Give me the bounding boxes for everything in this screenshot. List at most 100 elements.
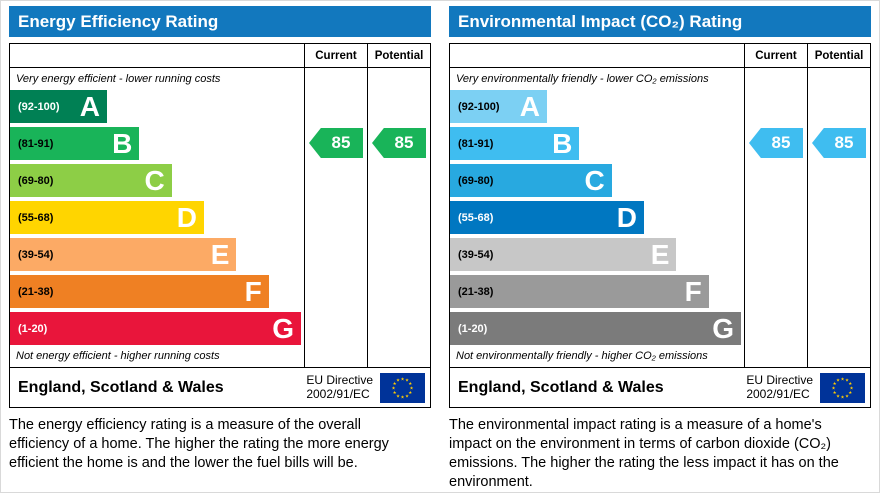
- band-e-letter: E: [210, 238, 230, 270]
- eu-directive-line2: 2002/91/EC: [746, 386, 810, 401]
- band-b-row: (81-91) B: [450, 125, 744, 162]
- bottom-note: Not environmentally friendly - higher CO…: [456, 350, 708, 362]
- band-g-row: (1-20) G: [10, 310, 304, 347]
- band-c-letter: C: [144, 164, 165, 196]
- svg-text:★: ★: [833, 381, 837, 387]
- panel-title-bar: Environmental Impact (CO₂) Rating: [449, 6, 871, 37]
- svg-text:★: ★: [845, 393, 849, 399]
- svg-text:★: ★: [848, 381, 852, 387]
- svg-text:★: ★: [393, 381, 397, 387]
- band-g-letter: G: [272, 312, 295, 344]
- svg-text:★: ★: [393, 390, 397, 396]
- band-e-bar: (39-54) E: [10, 238, 237, 271]
- band-e-bar: (39-54) E: [450, 238, 677, 271]
- band-a-range: (92-100): [18, 100, 60, 113]
- band-a-range: (92-100): [458, 100, 500, 113]
- band-b-letter: B: [112, 127, 133, 159]
- band-c-range: (69-80): [458, 174, 494, 187]
- potential-column: 85: [807, 68, 870, 367]
- band-c-range: (69-80): [18, 174, 54, 187]
- panel-title: Energy Efficiency Rating: [18, 11, 219, 31]
- band-a-letter: A: [519, 90, 541, 122]
- band-d-row: (55-68) D: [10, 199, 304, 236]
- svg-text:★: ★: [845, 377, 849, 383]
- svg-text:★: ★: [396, 377, 400, 383]
- svg-text:★: ★: [409, 385, 413, 391]
- top-note: Very energy efficient - lower running co…: [16, 73, 221, 85]
- svg-text:★: ★: [405, 393, 409, 399]
- band-g-range: (1-20): [18, 322, 48, 335]
- band-b-range: (81-91): [18, 137, 54, 150]
- svg-text:★: ★: [840, 376, 844, 382]
- svg-text:★: ★: [836, 377, 840, 383]
- eu-directive-label: EU Directive 2002/91/EC: [306, 373, 373, 402]
- band-f-letter: F: [684, 275, 702, 307]
- svg-text:★: ★: [408, 390, 412, 396]
- chart-footer: England, Scotland & Wales EU Directive 2…: [10, 367, 430, 407]
- energy-rating-chart: Current Potential Very energy efficient …: [9, 43, 431, 408]
- band-d-row: (55-68) D: [450, 199, 744, 236]
- environmental-impact-panel: Environmental Impact (CO₂) Rating Curren…: [449, 6, 871, 492]
- svg-text:★: ★: [391, 385, 395, 391]
- band-c-bar: (69-80) C: [10, 164, 172, 197]
- band-d-range: (55-68): [18, 211, 54, 224]
- eu-flag-icon: ★ ★★ ★★★ ★★★ ★★★: [820, 372, 865, 403]
- band-g-row: (1-20) G: [450, 310, 744, 347]
- panel-title: Environmental Impact (CO₂) Rating: [458, 11, 743, 31]
- band-b-bar: (81-91) B: [10, 127, 140, 160]
- panel-title-bar: Energy Efficiency Rating: [9, 6, 431, 37]
- current-column-header: Current: [744, 44, 807, 68]
- band-f-range: (21-38): [18, 285, 54, 298]
- band-a-row: (92-100) A: [10, 88, 304, 125]
- band-e-row: (39-54) E: [10, 236, 304, 273]
- band-a-bar: (92-100) A: [10, 90, 108, 123]
- band-d-range: (55-68): [458, 211, 494, 224]
- current-column-header: Current: [304, 44, 367, 68]
- svg-text:★: ★: [400, 394, 404, 400]
- band-f-range: (21-38): [458, 285, 494, 298]
- band-b-bar: (81-91) B: [450, 127, 580, 160]
- bottom-note: Not energy efficient - higher running co…: [16, 350, 220, 362]
- region-label: England, Scotland & Wales: [18, 378, 224, 396]
- band-d-letter: D: [616, 201, 638, 233]
- svg-text:★: ★: [396, 393, 400, 399]
- potential-column: 85: [367, 68, 430, 367]
- band-e-range: (39-54): [18, 248, 54, 261]
- current-column: 85: [304, 68, 367, 367]
- svg-text:★: ★: [833, 390, 837, 396]
- region-label: England, Scotland & Wales: [458, 378, 664, 396]
- band-c-letter: C: [584, 164, 605, 196]
- band-f-letter: F: [244, 275, 262, 307]
- band-c-row: (69-80) C: [10, 162, 304, 199]
- panel-description: The environmental impact rating is a mea…: [449, 417, 839, 491]
- potential-rating-value: 85: [394, 133, 414, 152]
- svg-text:★: ★: [408, 381, 412, 387]
- band-f-bar: (21-38) F: [10, 275, 269, 308]
- band-a-letter: A: [79, 90, 101, 122]
- top-note: Very environmentally friendly - lower CO…: [456, 73, 709, 85]
- band-e-range: (39-54): [458, 248, 494, 261]
- band-f-row: (21-38) F: [10, 273, 304, 310]
- potential-rating-value: 85: [834, 133, 854, 152]
- potential-column-header: Potential: [367, 44, 430, 68]
- eu-directive-label: EU Directive 2002/91/EC: [746, 372, 813, 402]
- svg-text:★: ★: [836, 393, 840, 399]
- svg-text:★: ★: [405, 377, 409, 383]
- co2-rating-chart: Current Potential Very environmentally f…: [449, 43, 871, 408]
- band-e-row: (39-54) E: [450, 236, 744, 273]
- current-column: 85: [744, 68, 807, 367]
- eu-directive-line1: EU Directive: [746, 372, 813, 387]
- band-d-bar: (55-68) D: [450, 201, 645, 234]
- band-f-row: (21-38) F: [450, 273, 744, 310]
- band-a-row: (92-100) A: [450, 88, 744, 125]
- svg-text:★: ★: [848, 390, 852, 396]
- energy-efficiency-panel: Energy Efficiency Rating Current Potenti…: [9, 6, 431, 492]
- band-c-bar: (69-80) C: [450, 164, 612, 197]
- potential-rating-arrow: 85: [812, 128, 866, 158]
- panel-description: The energy efficiency rating is a measur…: [9, 417, 389, 472]
- band-a-bar: (92-100) A: [450, 90, 548, 123]
- band-d-bar: (55-68) D: [10, 201, 205, 234]
- band-b-letter: B: [552, 127, 573, 159]
